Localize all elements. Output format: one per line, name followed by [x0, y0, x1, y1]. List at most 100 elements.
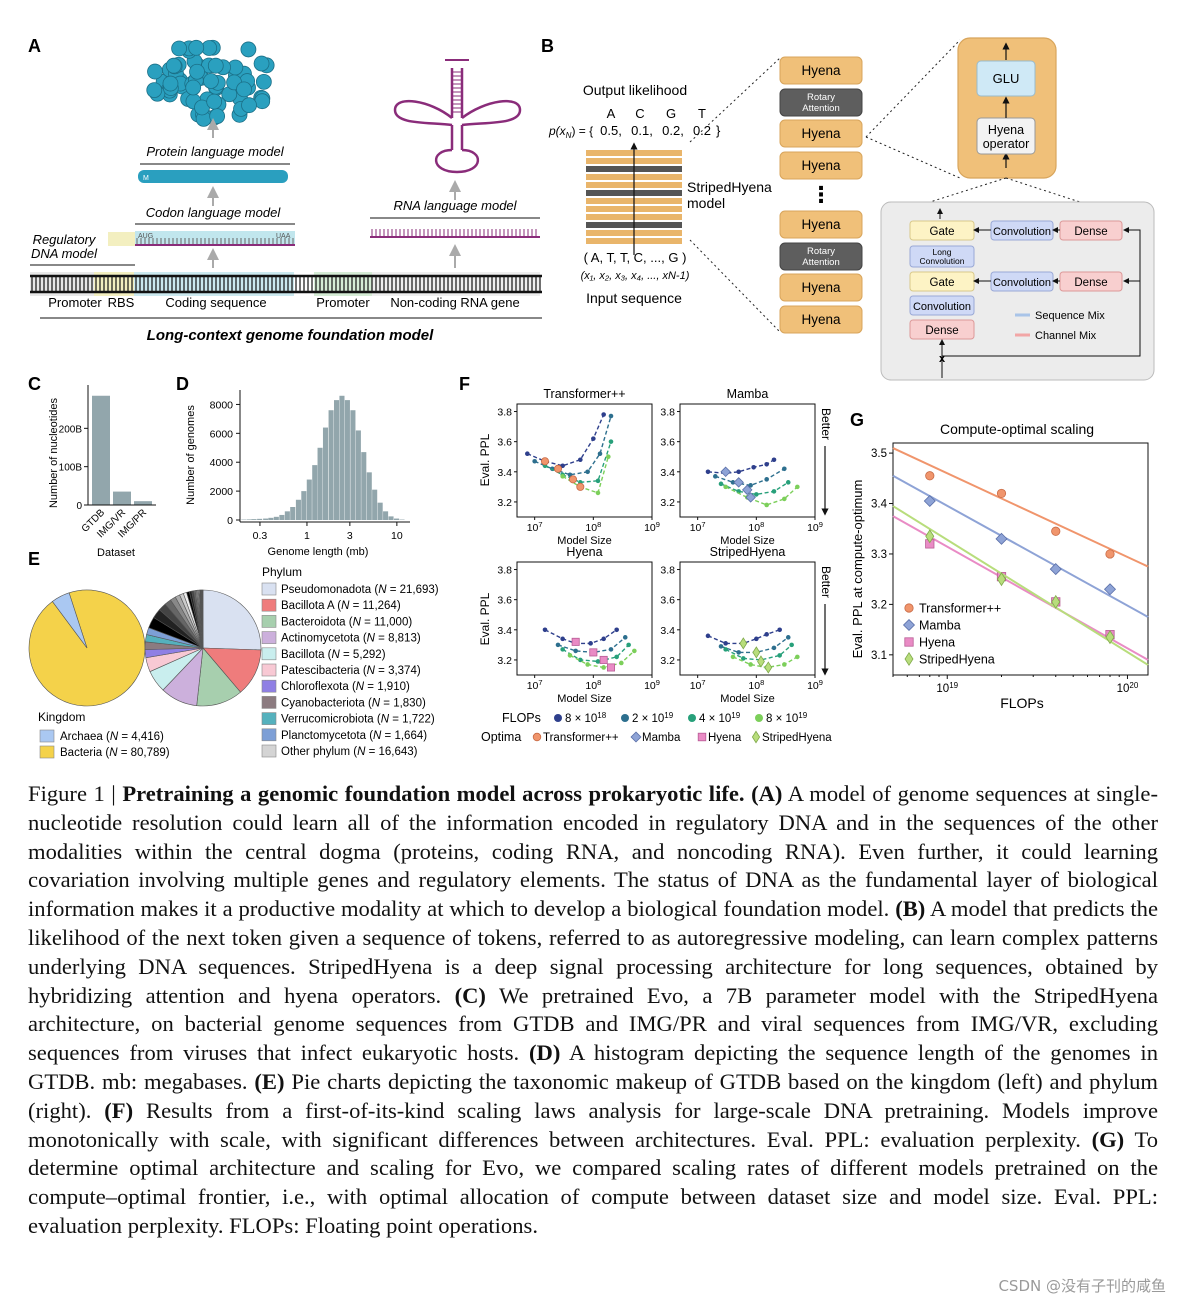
g-legend-swatch	[904, 637, 914, 647]
hyena-block-detail: Hyena operator GLU	[957, 37, 1057, 179]
phylum-legend-entry: Other phylum (N = 16,643)	[281, 746, 418, 758]
f-xtick: 109	[807, 678, 823, 692]
panel-letter-e: E	[28, 549, 40, 569]
pie-slice-other-phylum	[202, 589, 204, 649]
svg-text:Convolution: Convolution	[913, 301, 971, 313]
phylum-legend-entry: Cyanobacteriota (N = 1,830)	[281, 697, 426, 709]
d-xtick: 1	[304, 530, 310, 542]
g-legend-swatch	[904, 651, 914, 667]
f-point	[601, 636, 606, 642]
f-point	[595, 659, 601, 664]
hist-bar	[246, 519, 252, 520]
f-point	[754, 636, 759, 642]
hist-bar	[312, 465, 318, 520]
phylum-swatch	[261, 679, 277, 693]
legend-sequence-mix: Sequence Mix	[1035, 310, 1105, 322]
svg-text:Convolution: Convolution	[993, 226, 1051, 238]
f-point	[614, 654, 619, 660]
f-point	[785, 635, 791, 640]
f-point	[723, 647, 728, 652]
g-ytick: 3.3	[871, 549, 887, 561]
f-ytick: 3.6	[660, 437, 675, 449]
stripedhyena-model-label-2: model	[687, 195, 725, 211]
segment-promoter-2: Promoter	[316, 295, 370, 310]
f-point	[555, 642, 561, 648]
f-xtick: 107	[690, 678, 706, 692]
hist-bar	[273, 516, 279, 520]
f-point	[585, 662, 590, 667]
f-point	[608, 647, 614, 652]
better-label-top: Better	[819, 408, 833, 440]
phylum-legend-entry: Pseudomonadota (N = 21,693)	[281, 584, 439, 596]
panel-letter-d: D	[176, 374, 189, 394]
d-ytick: 0	[227, 515, 233, 527]
f-point	[785, 480, 791, 485]
hist-bar	[339, 395, 345, 520]
f-point	[795, 484, 800, 490]
f-point	[578, 457, 583, 463]
f-point	[771, 457, 777, 463]
f-point	[718, 644, 724, 649]
optima-legend-label: Optima	[481, 730, 521, 744]
protein-structure-icon	[146, 39, 275, 127]
hist-bar	[317, 447, 323, 520]
d-ytick: 4000	[210, 457, 234, 469]
svg-text:Attention: Attention	[802, 103, 840, 114]
f-xtick: 109	[644, 520, 660, 534]
segment-coding-sequence: Coding sequence	[165, 295, 266, 310]
hist-bar	[295, 499, 301, 520]
f-point	[595, 490, 601, 496]
svg-text:Long: Long	[933, 247, 952, 257]
kingdom-swatch	[39, 745, 55, 759]
panel-letter-g: G	[850, 410, 864, 430]
f-xtick: 107	[527, 678, 543, 692]
phylum-legend-entry: Planctomycetota (N = 1,664)	[281, 730, 427, 742]
f-subplot-stripedhyena: StripedHyena 3.2 3.4 3.6 3.8 107 108 109 Model S…	[660, 545, 823, 705]
hist-bar	[334, 400, 340, 520]
caption-panel-key: (D)	[529, 1040, 561, 1066]
f-point	[542, 627, 548, 633]
g-legend: Transformer++ Mamba Hyena StripedHyena	[902, 602, 1001, 667]
g-point	[1105, 549, 1115, 559]
g-xtick: 1019	[936, 681, 958, 695]
f-fit-curve	[534, 415, 612, 476]
f-optimum	[733, 477, 744, 488]
f-point	[608, 439, 614, 444]
flops-swatch	[621, 714, 629, 722]
panel-f: Transformer++ 3.2 3.4 3.6 3.8 107 108 109 Model …	[478, 387, 833, 744]
f-ytick: 3.6	[497, 437, 512, 449]
optima-legend-entry: Mamba	[642, 732, 681, 744]
f-optimum	[571, 637, 580, 646]
c-ytick: 100B	[59, 463, 83, 474]
flops-swatch	[755, 714, 763, 722]
hyena-layer: Hyena	[779, 305, 863, 334]
d-xtick: 10	[391, 530, 403, 542]
f-point	[578, 657, 583, 663]
f-xtick: 108	[585, 520, 601, 534]
svg-text:Gate: Gate	[930, 226, 955, 238]
hist-bar	[284, 511, 290, 520]
f-optimum	[589, 648, 598, 657]
flops-legend-entry: 4 × 1019	[699, 711, 741, 725]
f-fit-curve	[562, 644, 630, 663]
g-legend-entry: StripedHyena	[919, 653, 995, 667]
likelihood-formula: p(xN) = {	[548, 124, 593, 140]
f-point	[764, 632, 769, 637]
svg-text:Dense: Dense	[925, 325, 958, 337]
f-fit-curve	[544, 441, 612, 484]
f-xlabel: Model Size	[557, 693, 611, 705]
svg-text:A: A	[607, 106, 616, 121]
svg-text:Rotary: Rotary	[807, 246, 835, 257]
svg-text:GLU: GLU	[993, 71, 1020, 86]
f-xtick: 107	[690, 520, 706, 534]
phylum-legend-entry: Bacteroidota (N = 11,000)	[281, 616, 412, 628]
phylum-swatch	[261, 631, 277, 644]
hist-bar	[350, 410, 356, 520]
d-ylabel: Number of genomes	[185, 405, 197, 505]
regulatory-model-label-2: DNA model	[31, 246, 98, 261]
f-optimum	[745, 492, 756, 503]
svg-text:0.5,: 0.5,	[600, 123, 622, 138]
caption-panel-text: A histogram depicting the sequence lengt…	[28, 1040, 1158, 1094]
svg-text:0.1,: 0.1,	[631, 123, 653, 138]
d-xlabel: Genome length (mb)	[268, 546, 369, 558]
